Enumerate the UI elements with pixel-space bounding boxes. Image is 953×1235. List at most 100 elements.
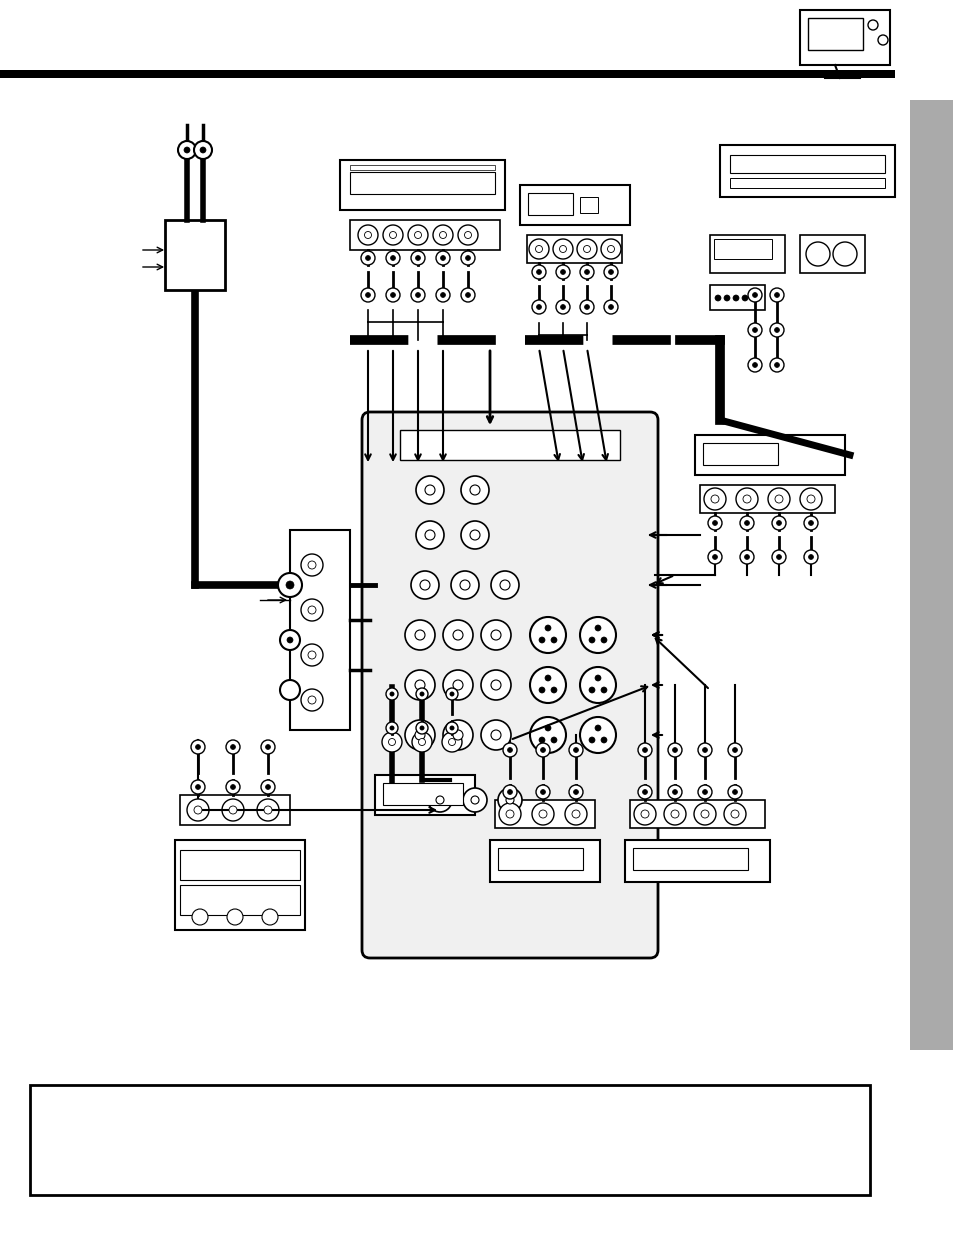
Circle shape	[184, 147, 190, 153]
Circle shape	[714, 295, 720, 301]
Bar	[629, 800, 764, 827]
Circle shape	[741, 295, 747, 301]
Bar	[702, 443, 778, 466]
Circle shape	[498, 803, 520, 825]
Circle shape	[424, 530, 435, 540]
Circle shape	[460, 288, 475, 303]
Circle shape	[747, 324, 761, 337]
Circle shape	[530, 718, 565, 753]
Circle shape	[308, 697, 315, 704]
Circle shape	[663, 803, 685, 825]
Circle shape	[672, 747, 677, 752]
Circle shape	[457, 225, 477, 245]
Circle shape	[536, 785, 550, 799]
Circle shape	[308, 651, 315, 659]
Circle shape	[502, 743, 517, 757]
Circle shape	[360, 288, 375, 303]
Circle shape	[642, 747, 647, 752]
Circle shape	[277, 573, 302, 597]
Circle shape	[405, 620, 435, 650]
Circle shape	[595, 676, 600, 680]
Circle shape	[301, 599, 323, 621]
Bar	[165, 220, 225, 290]
Bar	[624, 840, 769, 882]
Circle shape	[750, 295, 757, 301]
Circle shape	[588, 637, 595, 643]
Circle shape	[806, 495, 814, 503]
Circle shape	[530, 618, 565, 653]
Bar	[713, 240, 771, 259]
Circle shape	[573, 747, 578, 752]
Circle shape	[436, 797, 443, 804]
Circle shape	[588, 687, 595, 693]
Circle shape	[416, 293, 420, 298]
Circle shape	[769, 324, 783, 337]
Circle shape	[301, 555, 323, 576]
FancyBboxPatch shape	[361, 412, 658, 958]
Circle shape	[446, 722, 457, 734]
Circle shape	[573, 789, 578, 794]
Circle shape	[867, 20, 877, 30]
Bar	[0, 70, 894, 78]
Circle shape	[538, 687, 544, 693]
Circle shape	[440, 293, 445, 298]
Bar	[527, 193, 573, 215]
Circle shape	[667, 785, 681, 799]
Circle shape	[638, 785, 651, 799]
Circle shape	[388, 739, 395, 746]
Circle shape	[386, 288, 399, 303]
Circle shape	[416, 521, 443, 550]
Circle shape	[499, 580, 510, 590]
Circle shape	[301, 643, 323, 666]
Circle shape	[470, 530, 479, 540]
Circle shape	[600, 737, 606, 743]
Circle shape	[670, 810, 679, 818]
Circle shape	[532, 300, 545, 314]
Bar	[350, 220, 499, 249]
Circle shape	[411, 571, 438, 599]
Circle shape	[730, 810, 739, 818]
Circle shape	[805, 242, 829, 266]
Circle shape	[505, 797, 514, 804]
Circle shape	[386, 251, 399, 266]
Circle shape	[470, 485, 479, 495]
Bar	[350, 172, 495, 194]
Circle shape	[491, 730, 500, 740]
Circle shape	[497, 788, 521, 811]
Circle shape	[608, 305, 613, 310]
Circle shape	[460, 475, 489, 504]
Circle shape	[507, 789, 512, 794]
Circle shape	[415, 680, 424, 690]
Circle shape	[414, 231, 421, 238]
Circle shape	[453, 730, 462, 740]
Bar	[290, 530, 350, 730]
Circle shape	[712, 555, 717, 559]
Circle shape	[265, 784, 270, 789]
Circle shape	[480, 671, 511, 700]
Bar	[339, 161, 504, 210]
Bar	[180, 850, 299, 881]
Bar	[519, 185, 629, 225]
Circle shape	[584, 269, 589, 274]
Circle shape	[707, 516, 721, 530]
Circle shape	[264, 806, 272, 814]
Circle shape	[262, 909, 277, 925]
Circle shape	[700, 810, 708, 818]
Circle shape	[701, 789, 707, 794]
Circle shape	[776, 520, 781, 525]
Circle shape	[480, 720, 511, 750]
Bar	[720, 144, 894, 198]
Circle shape	[450, 692, 454, 697]
Circle shape	[442, 720, 473, 750]
Circle shape	[200, 147, 206, 153]
Bar	[350, 165, 495, 170]
Circle shape	[740, 550, 753, 564]
Circle shape	[693, 803, 716, 825]
Circle shape	[672, 789, 677, 794]
Circle shape	[408, 225, 428, 245]
Circle shape	[451, 571, 478, 599]
Circle shape	[446, 688, 457, 700]
Circle shape	[556, 300, 569, 314]
Circle shape	[607, 246, 614, 252]
Circle shape	[386, 722, 397, 734]
